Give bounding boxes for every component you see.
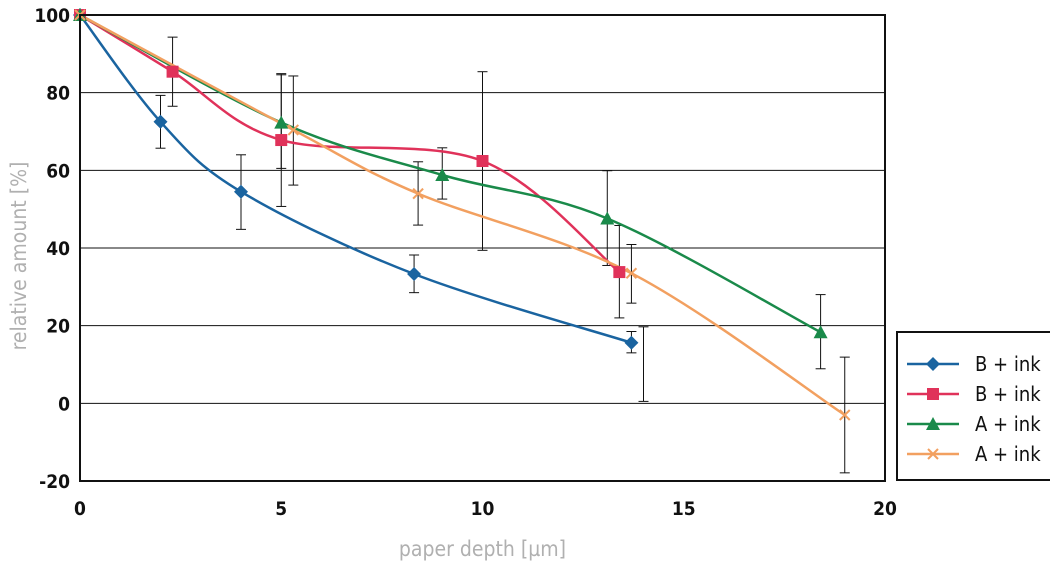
series-markers [73,8,850,420]
x-tick-labels: 0 5 10 15 20 [74,498,897,520]
legend-label: A + ink U [975,442,1050,466]
x-axis-title: paper depth [µm] [399,537,566,561]
data-point [167,66,179,78]
x-tick-label: 10 [471,498,495,520]
data-point [600,211,614,224]
y-tick-labels: -20 0 20 40 60 80 100 [34,5,70,493]
y-tick-label: 80 [46,83,70,105]
y-tick-label: 100 [34,5,70,27]
legend-label: B + ink P [975,352,1050,376]
data-point [275,134,287,146]
x-tick-label: 15 [672,498,696,520]
series-lines [80,15,845,415]
series-line-3 [80,15,845,415]
x-tick-label: 0 [74,498,86,520]
data-point [613,266,625,278]
series-line-2 [80,15,821,332]
y-tick-label: -20 [39,471,70,493]
y-tick-label: 60 [46,160,70,182]
y-tick-label: 40 [46,238,70,260]
legend-label: B + ink U [975,382,1050,406]
y-tick-label: 20 [46,316,70,338]
y-tick-label: 0 [58,393,70,415]
data-point [814,325,828,338]
error-bars [156,37,850,473]
x-tick-label: 5 [275,498,287,520]
legend-swatch-marker [927,388,939,400]
y-axis-title: relative amount [%] [7,162,31,351]
data-point [407,267,421,281]
legend-label: A + ink P [975,412,1050,436]
data-point [477,155,489,167]
legend: B + ink P B + ink U A + ink P A + ink U [897,332,1050,480]
data-point [624,336,638,350]
x-tick-label: 20 [873,498,897,520]
error-bar [639,327,649,402]
data-point [234,185,248,199]
